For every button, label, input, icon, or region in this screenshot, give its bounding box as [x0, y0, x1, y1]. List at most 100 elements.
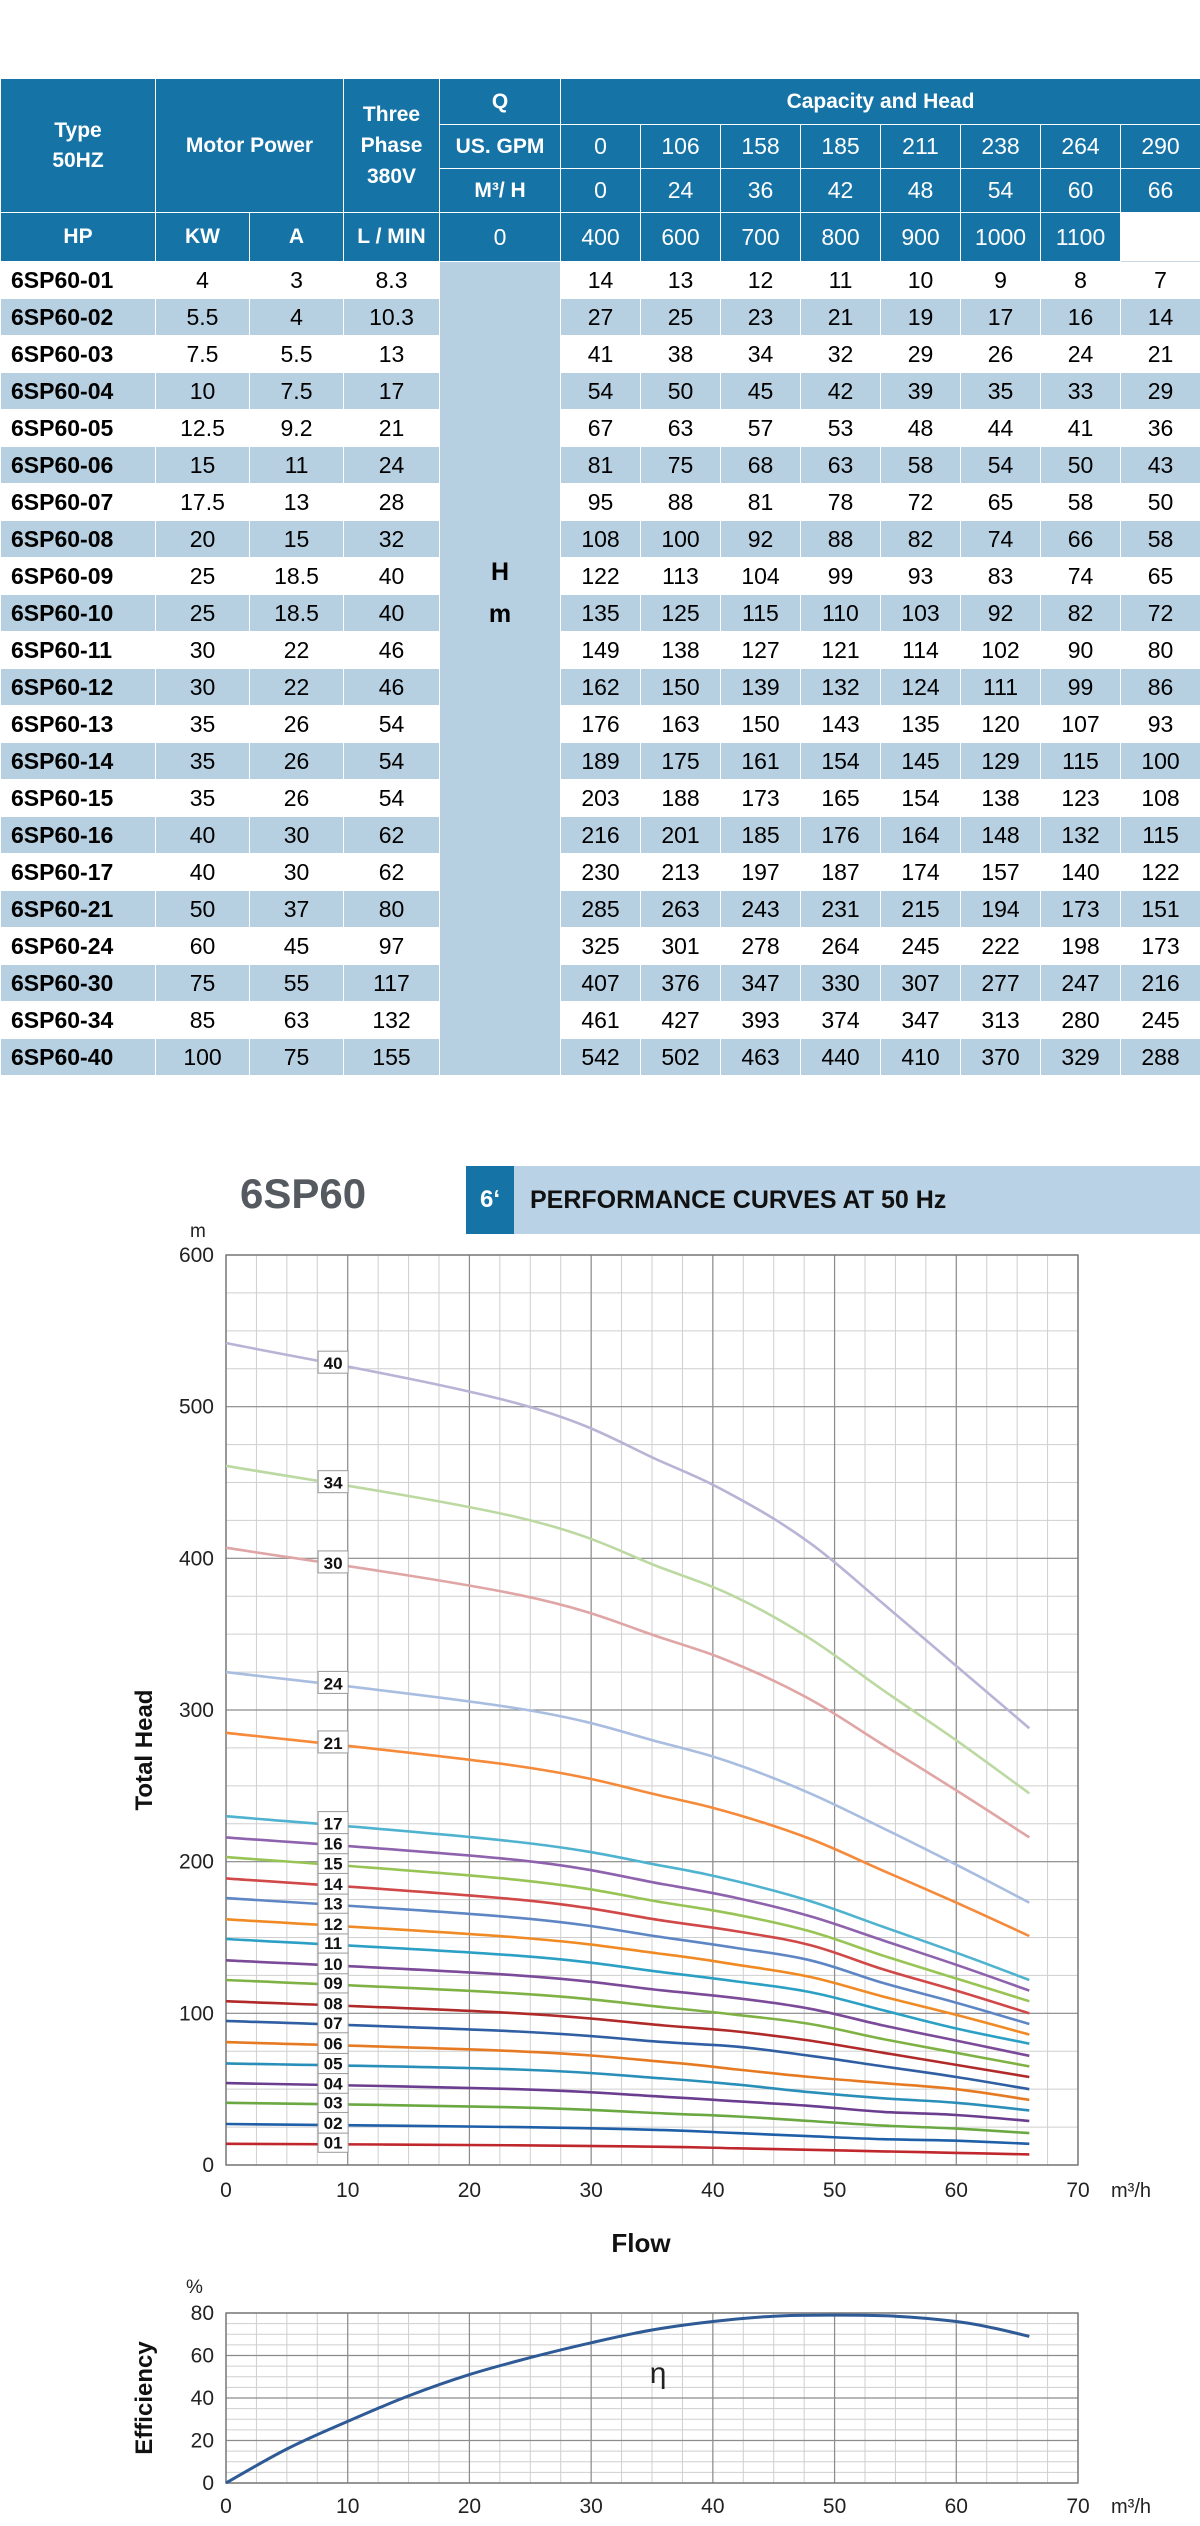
cell-head: 115: [1040, 742, 1122, 780]
cell-amp: 80: [343, 890, 441, 928]
head-curve-34: [225, 1464, 1031, 1795]
table-row: 6SP60-10 25 18.5 40 135 125 115 110 103 92 82 72: [0, 594, 1200, 632]
cell-head: 74: [1040, 557, 1122, 595]
cell-head: 176: [560, 705, 642, 743]
cell-head: 7: [1120, 261, 1200, 299]
curve-label-05: 05: [324, 2055, 343, 2074]
cell-kw: 4: [248, 298, 345, 336]
curve-label-01: 01: [324, 2133, 343, 2152]
cell-head: 100: [1120, 742, 1200, 780]
cell-head: 189: [560, 742, 642, 780]
cell-head: 127: [720, 631, 802, 669]
cell-kw: 11: [248, 446, 345, 484]
x-unit-label: m³/h: [1111, 2496, 1151, 2518]
curve-label-24: 24: [324, 1674, 343, 1693]
cell-head: 188: [640, 779, 722, 817]
table-row: 6SP60-06 15 11 24 81 75 68 63 58 54 50 43: [0, 446, 1200, 484]
x-tick-label: 30: [579, 2495, 602, 2518]
cell-type: 6SP60-34: [0, 1001, 156, 1039]
table-row: 6SP60-15 35 26 54 203 188 173 165 154 138 123 108: [0, 779, 1200, 817]
header-lmin-value-7: 1100: [1040, 212, 1122, 262]
cell-hp: 60: [155, 927, 250, 965]
header-lmin-value-5: 900: [880, 212, 962, 262]
cell-head: 187: [800, 853, 882, 891]
cell-head: 277: [960, 964, 1042, 1002]
cell-kw: 30: [248, 853, 345, 891]
cell-kw: 26: [248, 705, 345, 743]
cell-head: 110: [800, 594, 882, 632]
cell-hp: 75: [155, 964, 250, 1002]
cell-head: 245: [880, 927, 962, 965]
curve-label-11: 11: [324, 1934, 342, 1953]
curve-label-02: 02: [324, 2114, 343, 2133]
header-m3h-value-6: 60: [1040, 168, 1122, 213]
cell-head: 12: [720, 261, 802, 299]
cell-head: 65: [1120, 557, 1200, 595]
curve-label-10: 10: [324, 1955, 343, 1974]
header-m3h-value-7: 66: [1120, 168, 1200, 213]
spec-table: Type 50HZ Motor Power Three Phase 380V Q Ca…: [0, 78, 1200, 1076]
cell-head: 407: [560, 964, 642, 1002]
curve-label-04: 04: [324, 2074, 343, 2093]
cell-head: 38: [640, 335, 722, 373]
cell-head: 154: [800, 742, 882, 780]
table-row: 6SP60-14 35 26 54 189 175 161 154 145 129 115 100: [0, 742, 1200, 780]
cell-kw: 45: [248, 927, 345, 965]
curve-label-box: [317, 1470, 349, 1494]
cell-head: 124: [880, 668, 962, 706]
cell-type: 6SP60-24: [0, 927, 156, 965]
x-tick-label: 0: [220, 2495, 232, 2518]
cell-head: 26: [960, 335, 1042, 373]
cell-head: 113: [640, 557, 722, 595]
header-lmin-value-6: 1000: [960, 212, 1042, 262]
cell-amp: 40: [343, 557, 441, 595]
cell-head: 39: [880, 372, 962, 410]
cell-kw: 30: [248, 816, 345, 854]
head-curve-40: [225, 1341, 1031, 1730]
header-lmin-value-1: 400: [560, 212, 642, 262]
cell-head: 347: [720, 964, 802, 1002]
efficiency-curve: [225, 2313, 1030, 2485]
curve-label-12: 12: [324, 1915, 343, 1934]
cell-amp: 46: [343, 631, 441, 669]
cell-head: 92: [720, 520, 802, 558]
cell-head: 58: [1120, 520, 1200, 558]
head-curve-24: [225, 1670, 1030, 1904]
cell-head: 463: [720, 1038, 802, 1076]
cell-head: 58: [880, 446, 962, 484]
performance-banner: 6ʻ PERFORMANCE CURVES AT 50 Hz: [466, 1166, 1200, 1234]
head-curve-10: [225, 1959, 1030, 2058]
cell-head: 99: [1040, 668, 1122, 706]
cell-type: 6SP60-10: [0, 594, 156, 632]
table-row: 6SP60-13 35 26 54 176 163 150 143 135 120 107 93: [0, 705, 1200, 743]
head-curve-08: [225, 1999, 1030, 2079]
cell-amp: 21: [343, 409, 441, 447]
header-lmin-value-4: 800: [800, 212, 882, 262]
cell-head: 173: [1040, 890, 1122, 928]
cell-kw: 18.5: [248, 557, 345, 595]
cell-amp: 32: [343, 520, 441, 558]
cell-head: 154: [880, 779, 962, 817]
header-m3h-value-1: 24: [640, 168, 722, 213]
y-tick-label: 600: [179, 1244, 214, 1267]
cell-head: 122: [560, 557, 642, 595]
cell-head: 10: [880, 261, 962, 299]
curve-label-box: [317, 1811, 349, 1835]
cell-head: 307: [880, 964, 962, 1002]
cell-hp: 25: [155, 557, 250, 595]
cell-head: 33: [1040, 372, 1122, 410]
cell-head: 16: [1040, 298, 1122, 336]
cell-amp: 13: [343, 335, 441, 373]
table-row: 6SP60-30 75 55 117 407 376 347 330 307 277 247 216: [0, 964, 1200, 1002]
head-curve-01: [225, 2142, 1030, 2156]
cell-head: 376: [640, 964, 722, 1002]
cell-head: 66: [1040, 520, 1122, 558]
cell-head: 162: [560, 668, 642, 706]
cell-amp: 40: [343, 594, 441, 632]
cell-head: 280: [1040, 1001, 1122, 1039]
cell-type: 6SP60-01: [0, 261, 156, 299]
banner-title: PERFORMANCE CURVES AT 50 Hz: [530, 1186, 947, 1214]
cell-head: 165: [800, 779, 882, 817]
cell-head: 329: [1040, 1038, 1122, 1076]
